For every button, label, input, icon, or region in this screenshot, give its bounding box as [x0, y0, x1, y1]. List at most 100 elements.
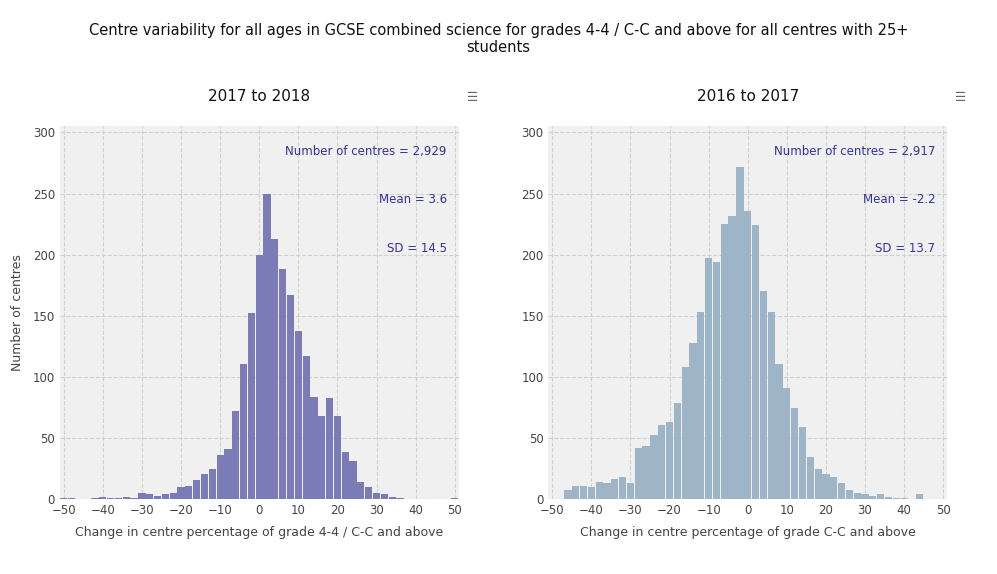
Bar: [279, 269, 286, 499]
Bar: [295, 331, 302, 499]
X-axis label: Change in centre percentage of grade 4-4 / C-C and above: Change in centre percentage of grade 4-4…: [75, 526, 444, 538]
Bar: [572, 486, 579, 499]
Bar: [365, 487, 372, 499]
Bar: [823, 474, 830, 499]
Text: ☰: ☰: [955, 91, 966, 104]
Bar: [642, 445, 650, 499]
Bar: [318, 416, 325, 499]
Bar: [815, 469, 822, 499]
Bar: [60, 498, 68, 499]
Bar: [900, 498, 907, 499]
Bar: [107, 498, 115, 499]
Bar: [845, 490, 853, 499]
Bar: [373, 493, 380, 499]
Text: Mean = 3.6: Mean = 3.6: [379, 193, 447, 207]
Bar: [310, 397, 318, 499]
Bar: [807, 456, 814, 499]
Bar: [564, 490, 571, 499]
Bar: [193, 480, 200, 499]
Bar: [799, 427, 807, 499]
Bar: [768, 312, 775, 499]
Y-axis label: Number of centres: Number of centres: [11, 254, 24, 371]
Text: ☰: ☰: [467, 91, 478, 104]
Bar: [588, 487, 595, 499]
Bar: [744, 211, 752, 499]
Bar: [635, 448, 642, 499]
Bar: [397, 498, 404, 499]
Bar: [255, 255, 263, 499]
Bar: [837, 483, 845, 499]
Bar: [169, 493, 176, 499]
Bar: [916, 494, 923, 499]
Bar: [334, 416, 341, 499]
Bar: [580, 486, 587, 499]
Bar: [650, 435, 658, 499]
Bar: [721, 224, 728, 499]
Bar: [216, 455, 223, 499]
Text: SD = 13.7: SD = 13.7: [875, 242, 935, 255]
Bar: [831, 478, 837, 499]
Bar: [287, 295, 294, 499]
Bar: [451, 498, 459, 499]
Bar: [666, 422, 673, 499]
Bar: [658, 425, 665, 499]
Bar: [682, 367, 689, 499]
Bar: [162, 494, 169, 499]
Bar: [139, 493, 146, 499]
Text: 2017 to 2018: 2017 to 2018: [208, 89, 310, 104]
Bar: [248, 313, 255, 499]
Bar: [263, 193, 270, 499]
Text: 2016 to 2017: 2016 to 2017: [697, 89, 799, 104]
Bar: [784, 388, 791, 499]
Bar: [674, 403, 681, 499]
Bar: [92, 498, 99, 499]
Bar: [147, 494, 154, 499]
Bar: [154, 496, 162, 499]
Bar: [776, 363, 783, 499]
Text: Number of centres = 2,917: Number of centres = 2,917: [774, 145, 935, 158]
Bar: [349, 461, 357, 499]
Bar: [697, 312, 705, 499]
Bar: [342, 452, 349, 499]
Bar: [115, 498, 122, 499]
Bar: [271, 239, 278, 499]
Bar: [885, 497, 892, 499]
Text: Number of centres = 2,929: Number of centres = 2,929: [285, 145, 447, 158]
Bar: [208, 469, 216, 499]
Bar: [595, 482, 603, 499]
Bar: [123, 497, 130, 499]
Bar: [381, 494, 388, 499]
Bar: [68, 498, 75, 499]
Bar: [200, 474, 208, 499]
Bar: [713, 262, 720, 499]
Bar: [869, 496, 876, 499]
X-axis label: Change in centre percentage of grade C-C and above: Change in centre percentage of grade C-C…: [580, 526, 915, 538]
Bar: [892, 498, 900, 499]
Bar: [389, 497, 396, 499]
Bar: [131, 498, 138, 499]
Bar: [760, 292, 767, 499]
Bar: [627, 483, 634, 499]
Bar: [302, 356, 310, 499]
Bar: [689, 343, 697, 499]
Bar: [861, 494, 868, 499]
Bar: [603, 483, 610, 499]
Bar: [177, 487, 184, 499]
Bar: [611, 479, 618, 499]
Bar: [791, 408, 799, 499]
Text: Mean = -2.2: Mean = -2.2: [862, 193, 935, 207]
Bar: [737, 166, 744, 499]
Text: Centre variability for all ages in GCSE combined science for grades 4-4 / C-C an: Centre variability for all ages in GCSE …: [89, 23, 908, 55]
Bar: [853, 493, 860, 499]
Bar: [752, 226, 759, 499]
Bar: [224, 449, 231, 499]
Bar: [357, 482, 365, 499]
Bar: [619, 478, 626, 499]
Bar: [729, 216, 736, 499]
Bar: [326, 398, 333, 499]
Bar: [877, 494, 884, 499]
Bar: [232, 412, 239, 499]
Bar: [240, 363, 247, 499]
Text: SD = 14.5: SD = 14.5: [387, 242, 447, 255]
Bar: [705, 258, 712, 499]
